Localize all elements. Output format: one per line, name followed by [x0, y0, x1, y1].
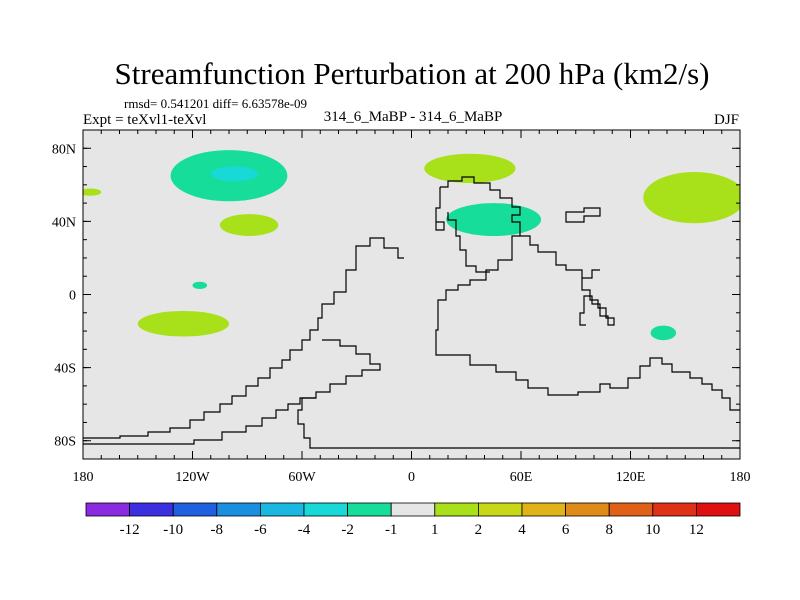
x-tick-label: 60W: [288, 470, 316, 485]
y-axis: 80N 40N 0 40S 80S: [52, 142, 740, 450]
coastline-west: [435, 187, 490, 273]
colorbar-box: [434, 502, 479, 517]
colorbar-label: 4: [518, 522, 526, 538]
x-tick-label: 180: [730, 470, 751, 485]
colorbar-label: 2: [475, 522, 483, 538]
colorbar-box: [477, 502, 523, 517]
colorbar-label: 8: [605, 522, 613, 538]
colorbar-box: [216, 502, 261, 517]
colorbar: -12 -10 -8 -6 -4 -2 -1 1 2 4 6 8 10 12: [85, 502, 741, 538]
y-tick-label: 80S: [54, 435, 76, 450]
contour-east-pacific-ridge: [83, 188, 102, 196]
y-tick-label: 0: [69, 289, 76, 304]
contour-europe-ridge: [424, 153, 516, 184]
contour-nh-pacific-core: [210, 166, 259, 182]
coastline-arabia-africa: [435, 235, 740, 411]
coastline-peninsula: [83, 339, 381, 445]
colorbar-label: -12: [120, 522, 140, 538]
x-tick-label: 0: [408, 470, 415, 485]
x-tick-label: 120W: [175, 470, 210, 485]
colorbar-box: [303, 502, 348, 517]
colorbar-box: [565, 502, 610, 517]
season-label: DJF: [714, 112, 739, 128]
y-tick-label: 80N: [52, 142, 76, 157]
expt-label: Expt = teXvl1-teXvl: [83, 112, 206, 128]
contour-north-pacific-east-ridge: [643, 172, 740, 224]
coastline-antarctica: [297, 397, 740, 449]
colorbar-box: [259, 502, 305, 517]
colorbar-label: 1: [431, 522, 439, 538]
colorbar-label: -1: [385, 522, 398, 538]
colorbar-label: -8: [211, 522, 224, 538]
colorbar-label: 6: [562, 522, 570, 538]
stats-label: rmsd= 0.541201 diff= 6.63578e-09: [124, 96, 307, 111]
colorbar-box: [696, 502, 741, 517]
colorbar-label: -2: [341, 522, 354, 538]
colorbar-box: [85, 502, 130, 517]
chart-title: Streamfunction Perturbation at 200 hPa (…: [115, 56, 710, 91]
colorbar-box: [129, 502, 174, 517]
colorbar-label: 12: [689, 522, 704, 538]
colorbar-label: -6: [254, 522, 267, 538]
comparison-label: 314_6_MaBP - 314_6_MaBP: [324, 109, 503, 125]
x-tick-label: 60E: [510, 470, 533, 485]
colorbar-box: [608, 502, 654, 517]
y-tick-label: 40N: [52, 215, 76, 230]
colorbar-box: [172, 502, 218, 517]
colorbar-label: -10: [163, 522, 183, 538]
coastlines: [83, 176, 740, 449]
contour-indian-ocean-low: [650, 325, 677, 341]
colorbar-box: [390, 502, 436, 517]
contour-central-asia-low: [446, 203, 542, 237]
colorbar-box: [347, 502, 392, 517]
coastline-korea: [565, 207, 601, 223]
x-tick-label: 120E: [616, 470, 646, 485]
x-tick-label: 180: [73, 470, 94, 485]
colorbar-box: [521, 502, 566, 517]
colorbar-label: -4: [298, 522, 311, 538]
colorbar-label: 10: [645, 522, 660, 538]
contour-north-pacific-ridge: [219, 214, 279, 237]
y-tick-label: 40S: [54, 362, 76, 377]
contour-south-pacific-ridge: [137, 310, 229, 337]
colorbar-box: [652, 502, 697, 517]
x-axis: 180 120W 60W 0 60E 120E 180: [73, 130, 751, 485]
coastline-eurasia: [440, 176, 615, 326]
contour-equatorial-low: [192, 281, 208, 290]
coastline-americas: [83, 237, 404, 439]
